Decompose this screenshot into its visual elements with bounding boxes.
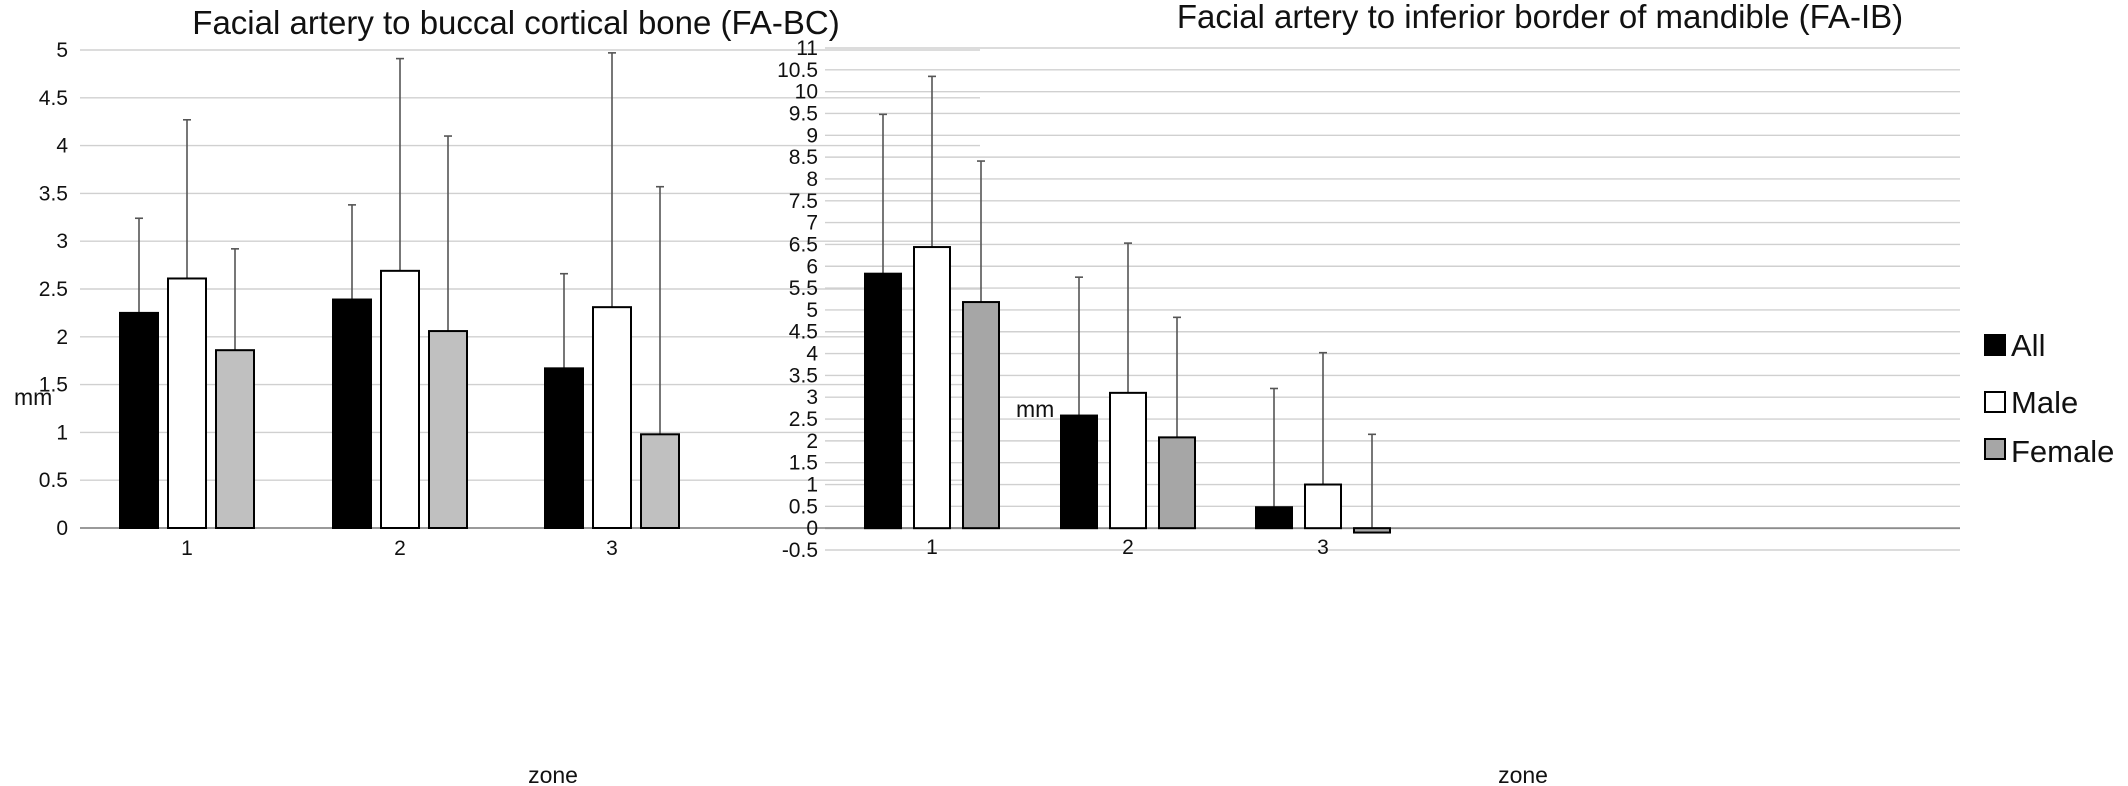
y-tick-label: 0.5 — [39, 469, 68, 492]
bar-all-zone-1 — [119, 311, 159, 529]
error-bar-all-zone-1 — [135, 217, 143, 313]
y-tick-label: 11 — [796, 37, 818, 60]
error-bar-all-zone-3 — [560, 272, 568, 369]
error-bar-all-zone-2 — [348, 204, 356, 300]
error-bar-male-zone-2 — [1124, 242, 1132, 393]
bar-all-zone-3 — [1255, 506, 1293, 530]
y-tick-label: 5 — [806, 299, 818, 322]
legend-swatch-male — [1984, 391, 2006, 413]
legend-swatch-female — [1984, 438, 2006, 460]
legend-label-male: Male — [2011, 385, 2078, 420]
chart-fa-bc: Facial artery to buccal cortical bone (F… — [14, 4, 980, 786]
error-bar-male-zone-2 — [396, 57, 404, 271]
y-tick-label: 5.5 — [789, 277, 818, 300]
error-bar-male-zone-3 — [1319, 351, 1327, 485]
y-tick-label: 4 — [806, 343, 818, 366]
y-tick-label: 7 — [806, 212, 818, 235]
y-tick-label: 3 — [806, 386, 818, 409]
y-tick-label: 1.5 — [39, 374, 68, 397]
chart-title: Facial artery to buccal cortical bone (F… — [192, 4, 839, 41]
y-tick-label: 0 — [806, 517, 818, 540]
bar-male-zone-2 — [1109, 391, 1147, 530]
x-tick-label: 2 — [394, 537, 406, 560]
y-axis-label: mm — [14, 384, 52, 410]
error-bar-male-zone-1 — [183, 118, 191, 279]
bar-all-zone-2 — [1060, 414, 1098, 530]
legend: All Male Female — [1984, 328, 2114, 469]
y-tick-label: 6 — [806, 255, 818, 278]
error-bar-all-zone-1 — [879, 113, 887, 274]
y-tick-label: -0.5 — [782, 539, 818, 562]
bar-all-zone-2 — [332, 298, 372, 529]
chart-title: Facial artery to inferior border of mand… — [1177, 0, 1903, 35]
bar-female-zone-3 — [1353, 527, 1391, 534]
x-tick-label: 3 — [606, 537, 618, 560]
x-axis-label: zone — [1498, 762, 1548, 786]
y-tick-label: 8 — [806, 168, 818, 191]
bar-female-zone-3 — [640, 433, 680, 530]
bar-male-zone-1 — [913, 246, 951, 530]
error-bar-female-zone-1 — [231, 248, 239, 351]
error-bar-female-zone-2 — [1173, 316, 1181, 438]
y-tick-label: 0 — [56, 517, 68, 540]
y-tick-label: 2 — [56, 326, 68, 349]
y-tick-label: 7.5 — [789, 190, 818, 213]
bar-male-zone-3 — [1304, 483, 1342, 530]
legend-item-female: Female — [1984, 434, 2114, 469]
y-tick-label: 8.5 — [789, 146, 818, 169]
error-bar-female-zone-3 — [1368, 433, 1376, 533]
bar-male-zone-1 — [167, 277, 207, 530]
x-tick-label: 1 — [926, 536, 938, 559]
x-axis-label: zone — [528, 762, 578, 786]
x-tick-label: 3 — [1317, 536, 1329, 559]
bar-female-zone-1 — [962, 301, 1000, 530]
y-tick-label: 3.5 — [789, 364, 818, 387]
bar-all-zone-3 — [544, 367, 584, 529]
y-tick-label: 2.5 — [789, 408, 818, 431]
y-tick-label: 1.5 — [789, 452, 818, 475]
y-tick-label: 3 — [56, 230, 68, 253]
y-tick-label: 0.5 — [789, 495, 818, 518]
legend-swatch-all — [1984, 334, 2006, 356]
y-tick-label: 4 — [56, 135, 68, 158]
legend-item-all: All — [1984, 328, 2045, 363]
y-tick-label: 2.5 — [39, 278, 68, 301]
error-bar-all-zone-2 — [1075, 276, 1083, 416]
legend-label-all: All — [2011, 328, 2045, 363]
y-axis-label: mm — [1016, 396, 1054, 422]
bar-male-zone-3 — [592, 306, 632, 529]
y-tick-label: 9.5 — [789, 102, 818, 125]
bar-female-zone-1 — [215, 349, 255, 529]
y-tick-label: 4.5 — [39, 87, 68, 110]
y-tick-label: 1 — [56, 421, 68, 444]
y-tick-label: 5 — [56, 39, 68, 62]
legend-label-female: Female — [2011, 434, 2114, 469]
y-tick-label: 6.5 — [789, 233, 818, 256]
x-tick-label: 1 — [181, 537, 193, 560]
y-tick-label: 10.5 — [777, 59, 818, 82]
error-bar-female-zone-2 — [444, 135, 452, 332]
chart-fa-ib: Facial artery to inferior border of mand… — [777, 0, 1960, 786]
error-bar-female-zone-1 — [977, 160, 985, 303]
error-bar-all-zone-3 — [1270, 387, 1278, 508]
error-bar-male-zone-1 — [928, 75, 936, 248]
y-tick-label: 1 — [806, 474, 818, 497]
y-tick-label: 2 — [806, 430, 818, 453]
x-tick-label: 2 — [1122, 536, 1134, 559]
y-tick-label: 4.5 — [789, 321, 818, 344]
bar-all-zone-1 — [864, 272, 902, 530]
error-bar-male-zone-3 — [608, 52, 616, 308]
y-tick-label: 9 — [806, 124, 818, 147]
legend-item-male: Male — [1984, 385, 2078, 420]
error-bar-female-zone-3 — [656, 185, 664, 435]
bar-female-zone-2 — [428, 330, 468, 529]
bar-female-zone-2 — [1158, 436, 1196, 530]
y-tick-label: 3.5 — [39, 182, 68, 205]
y-tick-label: 10 — [795, 81, 818, 104]
bar-male-zone-2 — [380, 269, 420, 529]
